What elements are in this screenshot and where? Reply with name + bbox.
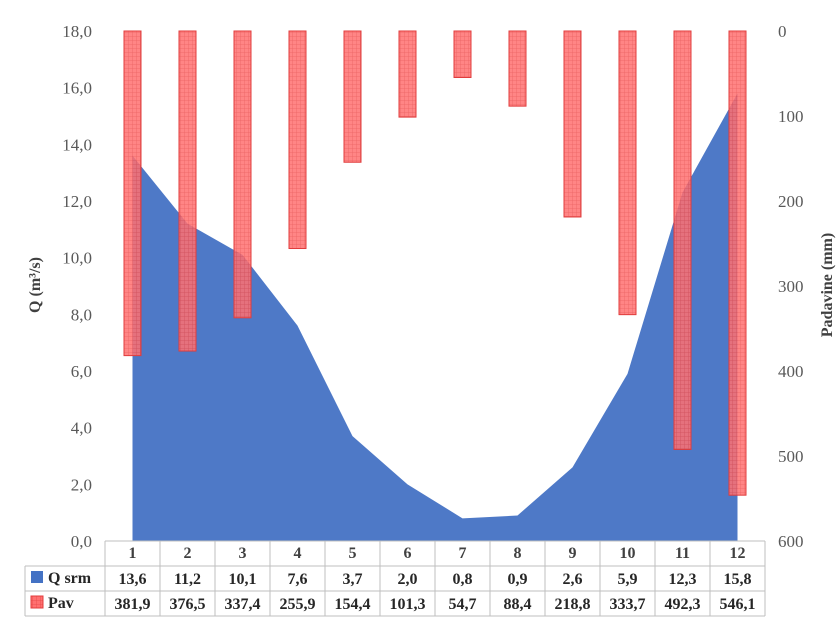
pav-value: 88,4	[504, 596, 532, 613]
pav-bar	[398, 30, 417, 118]
pav-bar	[178, 30, 197, 352]
y-left-tick-label: 0,0	[71, 532, 92, 551]
pav-value: 492,3	[665, 596, 701, 613]
x-tick-label: 5	[349, 545, 357, 562]
pav-value: 337,4	[225, 596, 261, 613]
pav-value: 218,8	[555, 596, 591, 613]
pav-series	[123, 30, 747, 496]
pav-value: 54,7	[449, 596, 477, 613]
q-srm-value: 2,6	[563, 571, 583, 588]
y-left-tick-label: 2,0	[71, 475, 92, 494]
pav-bar	[123, 30, 142, 357]
pav-value: 154,4	[335, 596, 371, 613]
y-left-tick-label: 6,0	[71, 362, 92, 381]
pav-bar	[233, 30, 252, 319]
y-right-tick-label: 200	[778, 192, 804, 211]
legend-label-q-srm: Q srm	[48, 570, 92, 587]
q-srm-area	[132, 93, 738, 541]
x-tick-label: 9	[569, 545, 577, 562]
pav-value: 101,3	[390, 596, 426, 613]
y-right-tick-label: 500	[778, 447, 804, 466]
pav-value: 255,9	[280, 596, 316, 613]
y-left-title: Q (m³/s)	[27, 257, 44, 313]
q-srm-value: 10,1	[229, 571, 257, 588]
y-left-tick-label: 14,0	[62, 135, 92, 154]
q-srm-value: 2,0	[398, 571, 418, 588]
q-srm-value: 15,8	[724, 571, 752, 588]
pav-bar	[563, 30, 582, 218]
x-tick-label: 7	[459, 545, 467, 562]
q-srm-series	[132, 93, 738, 541]
pav-bar	[453, 30, 472, 78]
y-right-tick-label: 600	[778, 532, 804, 551]
x-tick-label: 11	[675, 545, 690, 562]
q-srm-value: 11,2	[174, 571, 201, 588]
pav-bar	[343, 30, 362, 163]
y-left-tick-label: 10,0	[62, 249, 92, 268]
y-right-tick-label: 100	[778, 107, 804, 126]
q-srm-value: 0,9	[508, 571, 528, 588]
x-tick-label: 10	[620, 545, 636, 562]
pav-value: 333,7	[610, 596, 646, 613]
pav-bar	[673, 30, 692, 450]
legend-label-pav: Pav	[48, 595, 74, 612]
q-srm-value: 3,7	[343, 571, 363, 588]
x-tick-label: 12	[730, 545, 746, 562]
q-srm-value: 12,3	[669, 571, 697, 588]
y-left-tick-label: 12,0	[62, 192, 92, 211]
q-srm-value: 0,8	[453, 571, 473, 588]
legend-key-q-srm	[31, 571, 43, 583]
pav-value: 376,5	[170, 596, 206, 613]
y-left-tick-label: 8,0	[71, 305, 92, 324]
legend-key-pav	[30, 595, 44, 609]
x-tick-label: 6	[404, 545, 412, 562]
x-tick-label: 1	[129, 545, 137, 562]
y-right-tick-label: 300	[778, 277, 804, 296]
pav-bar	[508, 30, 527, 107]
q-srm-value: 13,6	[119, 571, 147, 588]
y-right-title: Padavine (mm)	[819, 233, 836, 337]
y-left-tick-label: 4,0	[71, 419, 92, 438]
y-left-tick-label: 16,0	[62, 79, 92, 98]
pav-value: 381,9	[115, 596, 151, 613]
q-srm-value: 5,9	[618, 571, 638, 588]
y-right-tick-label: 400	[778, 362, 804, 381]
y-right-tick-label: 0	[778, 22, 787, 41]
x-tick-label: 3	[239, 545, 247, 562]
x-tick-label: 2	[184, 545, 192, 562]
q-srm-value: 7,6	[288, 571, 308, 588]
pav-bar	[618, 30, 637, 316]
y-left-tick-label: 18,0	[62, 22, 92, 41]
x-tick-label: 8	[514, 545, 522, 562]
pav-bar	[728, 30, 747, 496]
pav-bar	[288, 30, 307, 250]
pav-value: 546,1	[720, 596, 756, 613]
x-tick-label: 4	[294, 545, 302, 562]
